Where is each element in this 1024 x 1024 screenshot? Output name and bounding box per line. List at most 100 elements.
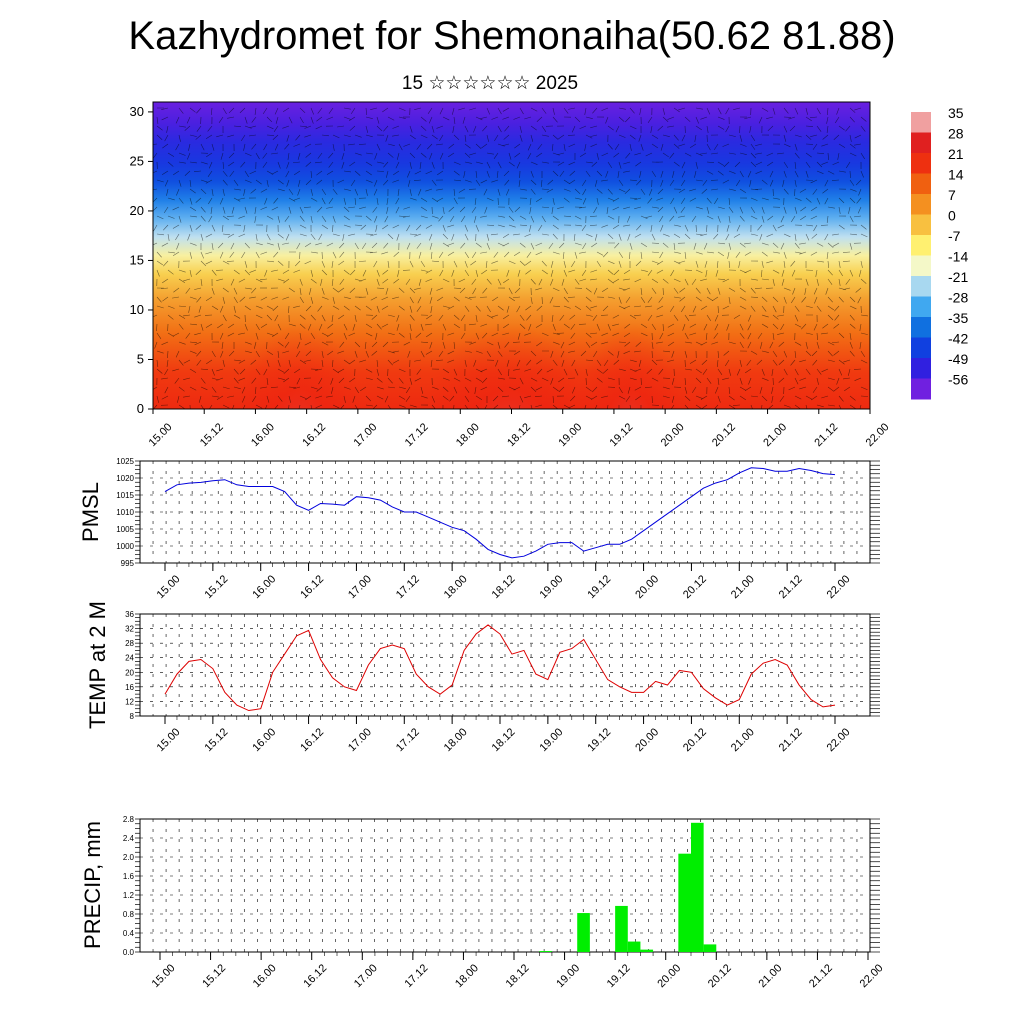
heatmap-xtick-label: 19.12 (608, 421, 636, 449)
heatmap-xtick-label: 15.12 (198, 421, 226, 449)
ytick-label: 16 (125, 683, 134, 692)
ytick-label: 1025 (116, 457, 134, 466)
page-title: Kazhydromet for Shemonaiha(50.62 81.88) (128, 14, 896, 58)
colorbar: 35 28 21 14 7 0 -7 -14 -21 -28 -35 -42 -49 -56 (911, 105, 968, 400)
xtick-label: 19.12 (585, 573, 613, 601)
colorbar-swatch (911, 132, 931, 154)
xtick-label: 17.00 (352, 962, 380, 990)
xtick-label: 19.00 (537, 726, 565, 754)
precip-bar (615, 905, 628, 952)
xtick-label: 16.12 (298, 573, 326, 601)
colorbar-label: 0 (948, 208, 956, 224)
colorbar-label: -35 (948, 310, 968, 326)
panel-grid (140, 460, 870, 564)
xtick-label: 21.12 (807, 962, 835, 990)
heatmap-ytick-label: 5 (137, 351, 144, 366)
colorbar-swatch (911, 255, 931, 277)
precip-panel: 0.0 0.4 0.8 1.2 1.6 2.0 2.4 2.8 15.00 15.12 16.00 1… (80, 815, 886, 990)
xtick-label: 16.12 (298, 726, 326, 754)
xtick-label: 20.12 (681, 573, 709, 601)
colorbar-swatch (911, 153, 931, 174)
xtick-label: 20.12 (681, 726, 709, 754)
colorbar-swatch (911, 112, 931, 133)
xtick-label: 22.00 (825, 573, 853, 601)
xtick-label: 19.12 (585, 726, 613, 754)
heatmap-xtick-label: 19.00 (556, 421, 584, 449)
panel-frame (139, 818, 871, 953)
xtick-label: 21.00 (756, 962, 784, 990)
heatmap-panel: 0 5 10 15 20 25 30 15.00 15.12 16.00 16.12 17.00 17.… (130, 101, 892, 449)
ytick-label: 1.2 (123, 891, 135, 900)
heatmap-xtick-label: 16.12 (300, 421, 328, 449)
heatmap-xtick-label: 22.00 (864, 421, 892, 449)
xtick-label: 17.00 (346, 726, 374, 754)
xtick-label: 21.00 (729, 726, 757, 754)
xtick-label: 19.12 (605, 962, 633, 990)
xtick-label: 21.00 (729, 573, 757, 601)
colorbar-swatch (911, 276, 931, 297)
ytick-label: 20 (125, 668, 134, 677)
ytick-label: 1000 (116, 542, 134, 551)
xtick-label: 21.12 (777, 726, 805, 754)
heatmap-warm-core (240, 279, 360, 409)
heatmap-ytick-label: 30 (130, 104, 144, 119)
xtick-label: 19.00 (537, 573, 565, 601)
xtick-label: 17.12 (394, 726, 422, 754)
xtick-label: 16.00 (250, 726, 278, 754)
wind-barb-field (153, 107, 869, 409)
ytick-label: 0.0 (123, 948, 135, 957)
precip-bar (691, 822, 704, 952)
ytick-label: 36 (125, 610, 134, 619)
colorbar-swatch (911, 296, 931, 318)
colorbar-label: 28 (948, 126, 964, 142)
panel-ylabel: PRECIP, mm (80, 821, 105, 949)
colorbar-swatch (911, 337, 931, 359)
series-line (164, 624, 836, 712)
heatmap-ytick-label: 10 (130, 302, 144, 317)
precip-bar (539, 951, 552, 952)
heatmap-ytick-label: 20 (130, 203, 144, 218)
panel-ylabel: PMSL (78, 482, 103, 542)
heatmap-ytick-label: 15 (130, 252, 144, 267)
colorbar-label: -14 (948, 249, 968, 265)
ytick-label: 28 (125, 639, 134, 648)
heatmap-warm-core (430, 279, 590, 409)
heatmap-xtick-label: 17.00 (351, 421, 379, 449)
xtick-label: 16.00 (250, 573, 278, 601)
colorbar-swatch (911, 358, 931, 379)
ytick-label: 1020 (116, 474, 134, 483)
xtick-label: 16.12 (301, 962, 329, 990)
colorbar-label: 14 (948, 167, 964, 183)
heatmap-ytick-label: 25 (130, 153, 144, 168)
colorbar-swatch (911, 173, 931, 195)
series-line (164, 467, 836, 559)
colorbar-label: 35 (948, 105, 964, 121)
colorbar-label: 7 (948, 187, 956, 203)
ytick-label: 1.6 (123, 872, 135, 881)
colorbar-label: -21 (948, 269, 968, 285)
xtick-label: 18.12 (504, 962, 532, 990)
heatmap-xtick-label: 20.00 (659, 421, 687, 449)
xtick-label: 19.00 (554, 962, 582, 990)
xtick-label: 17.00 (346, 573, 374, 601)
xtick-label: 20.12 (706, 962, 734, 990)
page-subtitle: 15 ☆☆☆☆☆☆ 2025 (401, 73, 579, 94)
xtick-label: 17.12 (402, 962, 430, 990)
heatmap-xtick-label: 17.12 (403, 421, 431, 449)
colorbar-label: -42 (948, 331, 968, 347)
xtick-label: 15.12 (202, 573, 230, 601)
ytick-label: 32 (125, 625, 134, 634)
colorbar-swatch (911, 194, 931, 215)
ytick-label: 2.0 (123, 853, 135, 862)
panel-grid (140, 613, 870, 717)
xtick-label: 21.12 (777, 573, 805, 601)
xtick-label: 15.00 (155, 726, 183, 754)
precip-bar (627, 941, 641, 952)
precip-bar (678, 853, 691, 952)
ytick-label: 8 (130, 712, 135, 721)
ytick-label: 1015 (116, 491, 134, 500)
colorbar-swatch (911, 214, 931, 236)
xtick-label: 15.00 (155, 573, 183, 601)
xtick-label: 20.00 (633, 726, 661, 754)
heatmap-field (153, 102, 870, 409)
